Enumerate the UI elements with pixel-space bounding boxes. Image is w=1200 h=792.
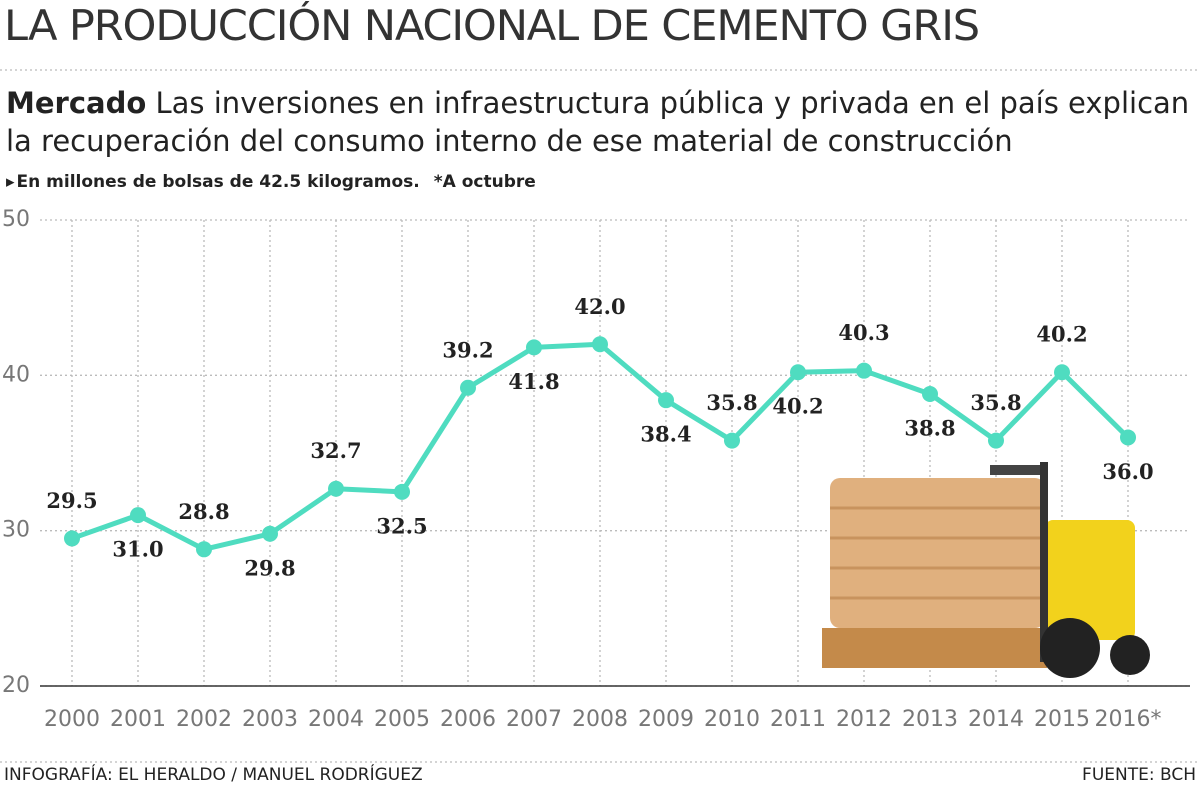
unit-note: En millones de bolsas de 42.5 kilogramos… [16,172,420,192]
y-tick-label: 40 [2,362,30,387]
x-tick-label: 2001 [110,707,166,732]
x-tick-label: 2012 [836,707,892,732]
value-label: 39.2 [442,337,493,362]
point [922,385,938,402]
forklift-mast [990,465,1045,475]
y-tick-label: 20 [2,673,30,698]
point [790,364,806,381]
point [64,530,80,547]
value-label: 40.2 [1036,322,1087,347]
point [526,339,542,356]
point [394,483,410,500]
credit: INFOGRAFÍA: EL HERALDO / MANUEL RODRÍGUE… [4,763,423,785]
x-tick-label: 2006 [440,707,496,732]
chart-title: LA PRODUCCIÓN NACIONAL DE CEMENTO GRIS [4,0,979,50]
x-tick-label: 2016* [1095,707,1162,732]
value-label: 29.5 [46,488,97,513]
value-label: 42.0 [574,294,625,319]
wheel [1040,618,1100,678]
x-tick-label: 2008 [572,707,628,732]
value-label: 35.8 [706,390,757,415]
bags [830,478,1045,628]
value-label: 40.2 [772,394,823,419]
value-label: 36.0 [1102,459,1153,484]
x-tick-label: 2002 [176,707,232,732]
value-label: 40.3 [838,320,889,345]
x-tick-label: 2009 [638,707,694,732]
value-label: 32.5 [376,513,427,538]
x-tick-label: 2003 [242,707,298,732]
bag-lines [830,506,1045,600]
source: FUENTE: BCH [1082,765,1196,785]
value-label: 38.8 [904,415,955,440]
value-label: 38.4 [640,422,691,447]
x-tick-label: 2005 [374,707,430,732]
y-tick-label: 30 [2,518,30,543]
x-tick-label: 2014 [968,707,1024,732]
value-label: 31.0 [112,537,163,562]
point [1120,429,1136,446]
point [988,432,1004,449]
x-tick-label: 2011 [770,707,826,732]
point [592,336,608,353]
point [856,362,872,379]
footnote: *A octubre [433,172,536,192]
point [658,392,674,409]
subtitle-text: Las inversiones en infraestructura públi… [6,86,1190,158]
point [328,480,344,497]
value-label: 29.8 [244,555,295,580]
point [262,525,278,542]
point [130,507,146,524]
x-tick-label: 2007 [506,707,562,732]
x-tick-label: 2010 [704,707,760,732]
x-tick-label: 2000 [44,707,100,732]
x-tick-label: 2004 [308,707,364,732]
point [196,541,212,558]
value-label: 28.8 [178,499,229,524]
value-label: 35.8 [970,390,1021,415]
point [1054,364,1070,381]
subtitle: Mercado Las inversiones en infraestructu… [6,84,1196,160]
pallet [822,628,1047,668]
cement-illustration [822,462,1150,678]
notes: ▸ En millones de bolsas de 42.5 kilogramo… [6,172,536,192]
x-tick-label: 2013 [902,707,958,732]
point [724,432,740,449]
kicker: Mercado [6,86,147,120]
wheel [1110,635,1150,675]
value-label: 41.8 [508,369,559,394]
forklift-body [1045,520,1135,640]
value-label: 32.7 [310,438,361,463]
forklift-mast [1040,462,1048,662]
y-tick-label: 50 [2,207,30,232]
x-tick-label: 2015 [1034,707,1090,732]
point [460,379,476,396]
